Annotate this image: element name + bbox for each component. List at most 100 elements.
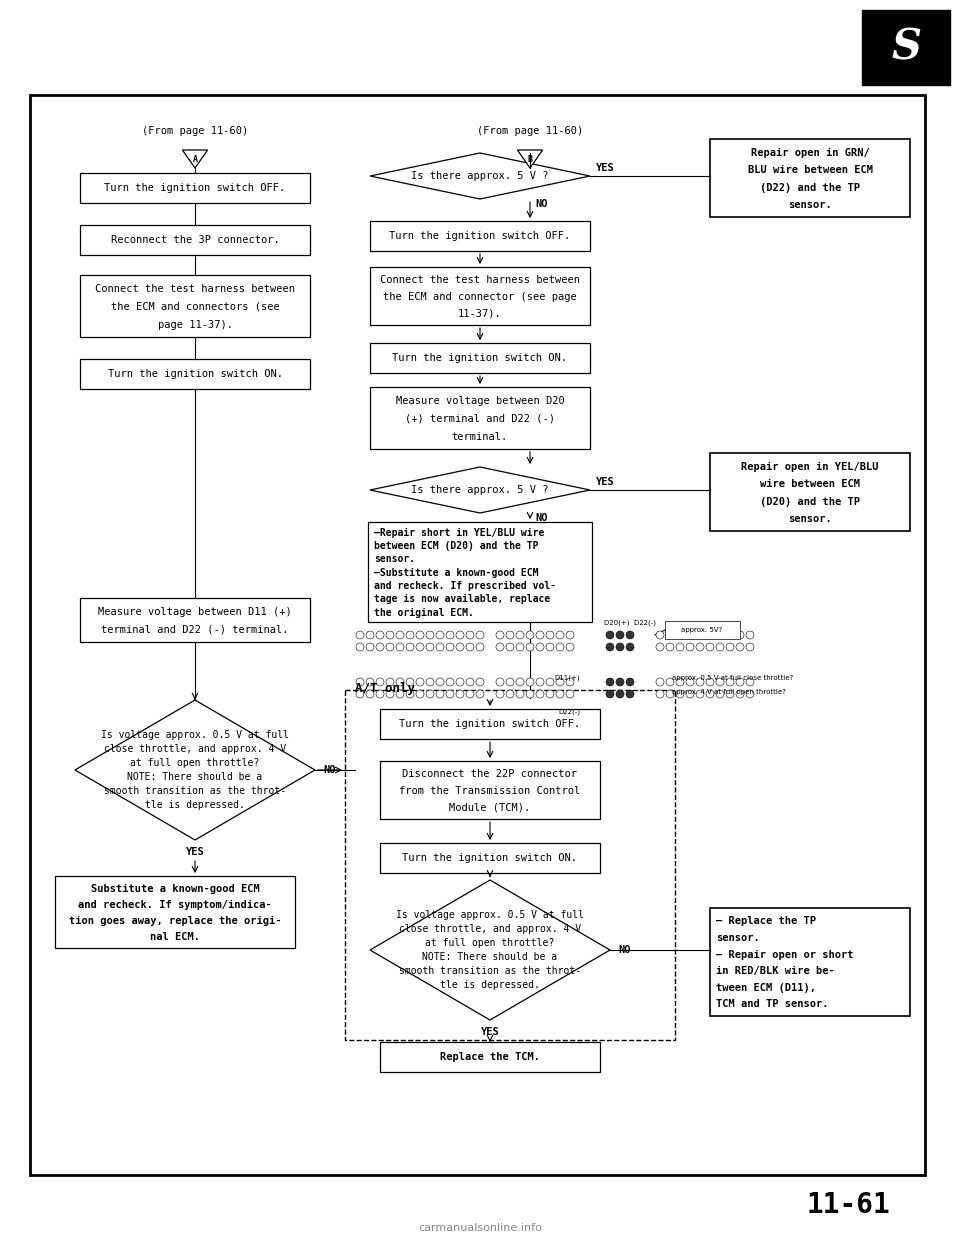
Circle shape [626, 631, 634, 639]
Text: the ECM and connectors (see: the ECM and connectors (see [110, 302, 279, 312]
Circle shape [376, 677, 384, 686]
Circle shape [696, 677, 704, 686]
Text: sensor.: sensor. [374, 554, 415, 564]
Text: A: A [193, 155, 198, 164]
Text: carmanualsonline.info: carmanualsonline.info [418, 1223, 542, 1233]
Text: Turn the ignition switch ON.: Turn the ignition switch ON. [402, 853, 578, 863]
Circle shape [706, 631, 714, 639]
Text: NO: NO [535, 199, 547, 209]
Circle shape [416, 643, 424, 651]
Polygon shape [370, 467, 590, 513]
Circle shape [566, 631, 574, 639]
Text: Turn the ignition switch OFF.: Turn the ignition switch OFF. [390, 231, 570, 241]
Text: Turn the ignition switch OFF.: Turn the ignition switch OFF. [105, 183, 286, 193]
Circle shape [616, 677, 624, 686]
Text: and recheck. If prescribed vol-: and recheck. If prescribed vol- [374, 580, 556, 590]
Circle shape [686, 631, 694, 639]
Circle shape [626, 643, 634, 651]
Text: smooth transition as the throt-: smooth transition as the throt- [104, 786, 286, 796]
Text: D11(+): D11(+) [554, 675, 580, 681]
Circle shape [436, 690, 444, 699]
Circle shape [696, 643, 704, 651]
Text: wire between ECM: wire between ECM [760, 480, 860, 490]
Circle shape [356, 643, 364, 651]
Circle shape [736, 631, 744, 639]
Text: Repair open in GRN/: Repair open in GRN/ [751, 148, 870, 158]
Text: approx. 4 V at full open throttle?: approx. 4 V at full open throttle? [672, 689, 786, 695]
Circle shape [676, 631, 684, 639]
Circle shape [666, 643, 674, 651]
Text: (+) terminal and D22 (-): (+) terminal and D22 (-) [405, 414, 555, 424]
Polygon shape [370, 880, 610, 1021]
Circle shape [686, 643, 694, 651]
Circle shape [476, 631, 484, 639]
Circle shape [726, 677, 734, 686]
Circle shape [376, 631, 384, 639]
Text: Reconnect the 3P connector.: Reconnect the 3P connector. [110, 235, 279, 245]
Circle shape [676, 677, 684, 686]
Circle shape [366, 677, 374, 686]
Text: sensor.: sensor. [788, 513, 832, 523]
Circle shape [446, 677, 454, 686]
Text: Is voltage approx. 0.5 V at full: Is voltage approx. 0.5 V at full [101, 730, 289, 740]
Bar [710, 907, 910, 1016]
Text: Measure voltage between D20: Measure voltage between D20 [396, 397, 564, 406]
Bar [665, 622, 740, 639]
Text: (D20) and the TP: (D20) and the TP [760, 496, 860, 507]
Text: Turn the ignition switch ON.: Turn the ignition switch ON. [393, 353, 567, 363]
Text: tle is depressed.: tle is depressed. [440, 979, 540, 989]
Text: in RED/BLK wire be-: in RED/BLK wire be- [716, 966, 835, 976]
Circle shape [406, 631, 414, 639]
Bar [30, 94, 925, 1175]
Text: YES: YES [596, 477, 614, 487]
Circle shape [406, 643, 414, 651]
Circle shape [656, 643, 664, 651]
Circle shape [526, 631, 534, 639]
Text: tle is depressed.: tle is depressed. [145, 800, 245, 810]
Circle shape [466, 677, 474, 686]
Text: YES: YES [596, 163, 614, 173]
Circle shape [626, 690, 634, 699]
Circle shape [386, 677, 394, 686]
Circle shape [716, 631, 724, 639]
Circle shape [416, 677, 424, 686]
Circle shape [436, 643, 444, 651]
Text: NO: NO [323, 764, 335, 774]
Circle shape [496, 631, 504, 639]
Circle shape [606, 690, 614, 699]
Circle shape [456, 631, 464, 639]
Text: D22(-): D22(-) [558, 709, 580, 715]
Circle shape [516, 690, 524, 699]
Text: Disconnect the 22P connector: Disconnect the 22P connector [402, 769, 578, 779]
Text: Connect the test harness between: Connect the test harness between [95, 285, 295, 295]
Circle shape [716, 677, 724, 686]
Text: NOTE: There should be a: NOTE: There should be a [422, 952, 558, 962]
Text: from the Transmission Control: from the Transmission Control [399, 786, 581, 796]
Circle shape [496, 690, 504, 699]
Circle shape [466, 631, 474, 639]
Circle shape [736, 643, 744, 651]
Circle shape [706, 677, 714, 686]
Circle shape [436, 631, 444, 639]
Circle shape [356, 631, 364, 639]
Circle shape [396, 643, 404, 651]
Text: BLU wire between ECM: BLU wire between ECM [748, 165, 873, 175]
Circle shape [536, 643, 544, 651]
Circle shape [726, 631, 734, 639]
Circle shape [556, 643, 564, 651]
Circle shape [506, 677, 514, 686]
Text: Substitute a known-good ECM: Substitute a known-good ECM [90, 884, 259, 894]
Circle shape [396, 631, 404, 639]
Text: Replace the TCM.: Replace the TCM. [440, 1052, 540, 1062]
Circle shape [666, 677, 674, 686]
Bar [370, 343, 590, 373]
Text: Module (TCM).: Module (TCM). [449, 803, 531, 813]
Circle shape [366, 690, 374, 699]
Circle shape [436, 677, 444, 686]
Circle shape [506, 690, 514, 699]
Circle shape [386, 643, 394, 651]
Text: –Repair short in YEL/BLU wire: –Repair short in YEL/BLU wire [374, 527, 544, 538]
Bar [80, 359, 310, 389]
Circle shape [606, 643, 614, 651]
Circle shape [426, 631, 434, 639]
